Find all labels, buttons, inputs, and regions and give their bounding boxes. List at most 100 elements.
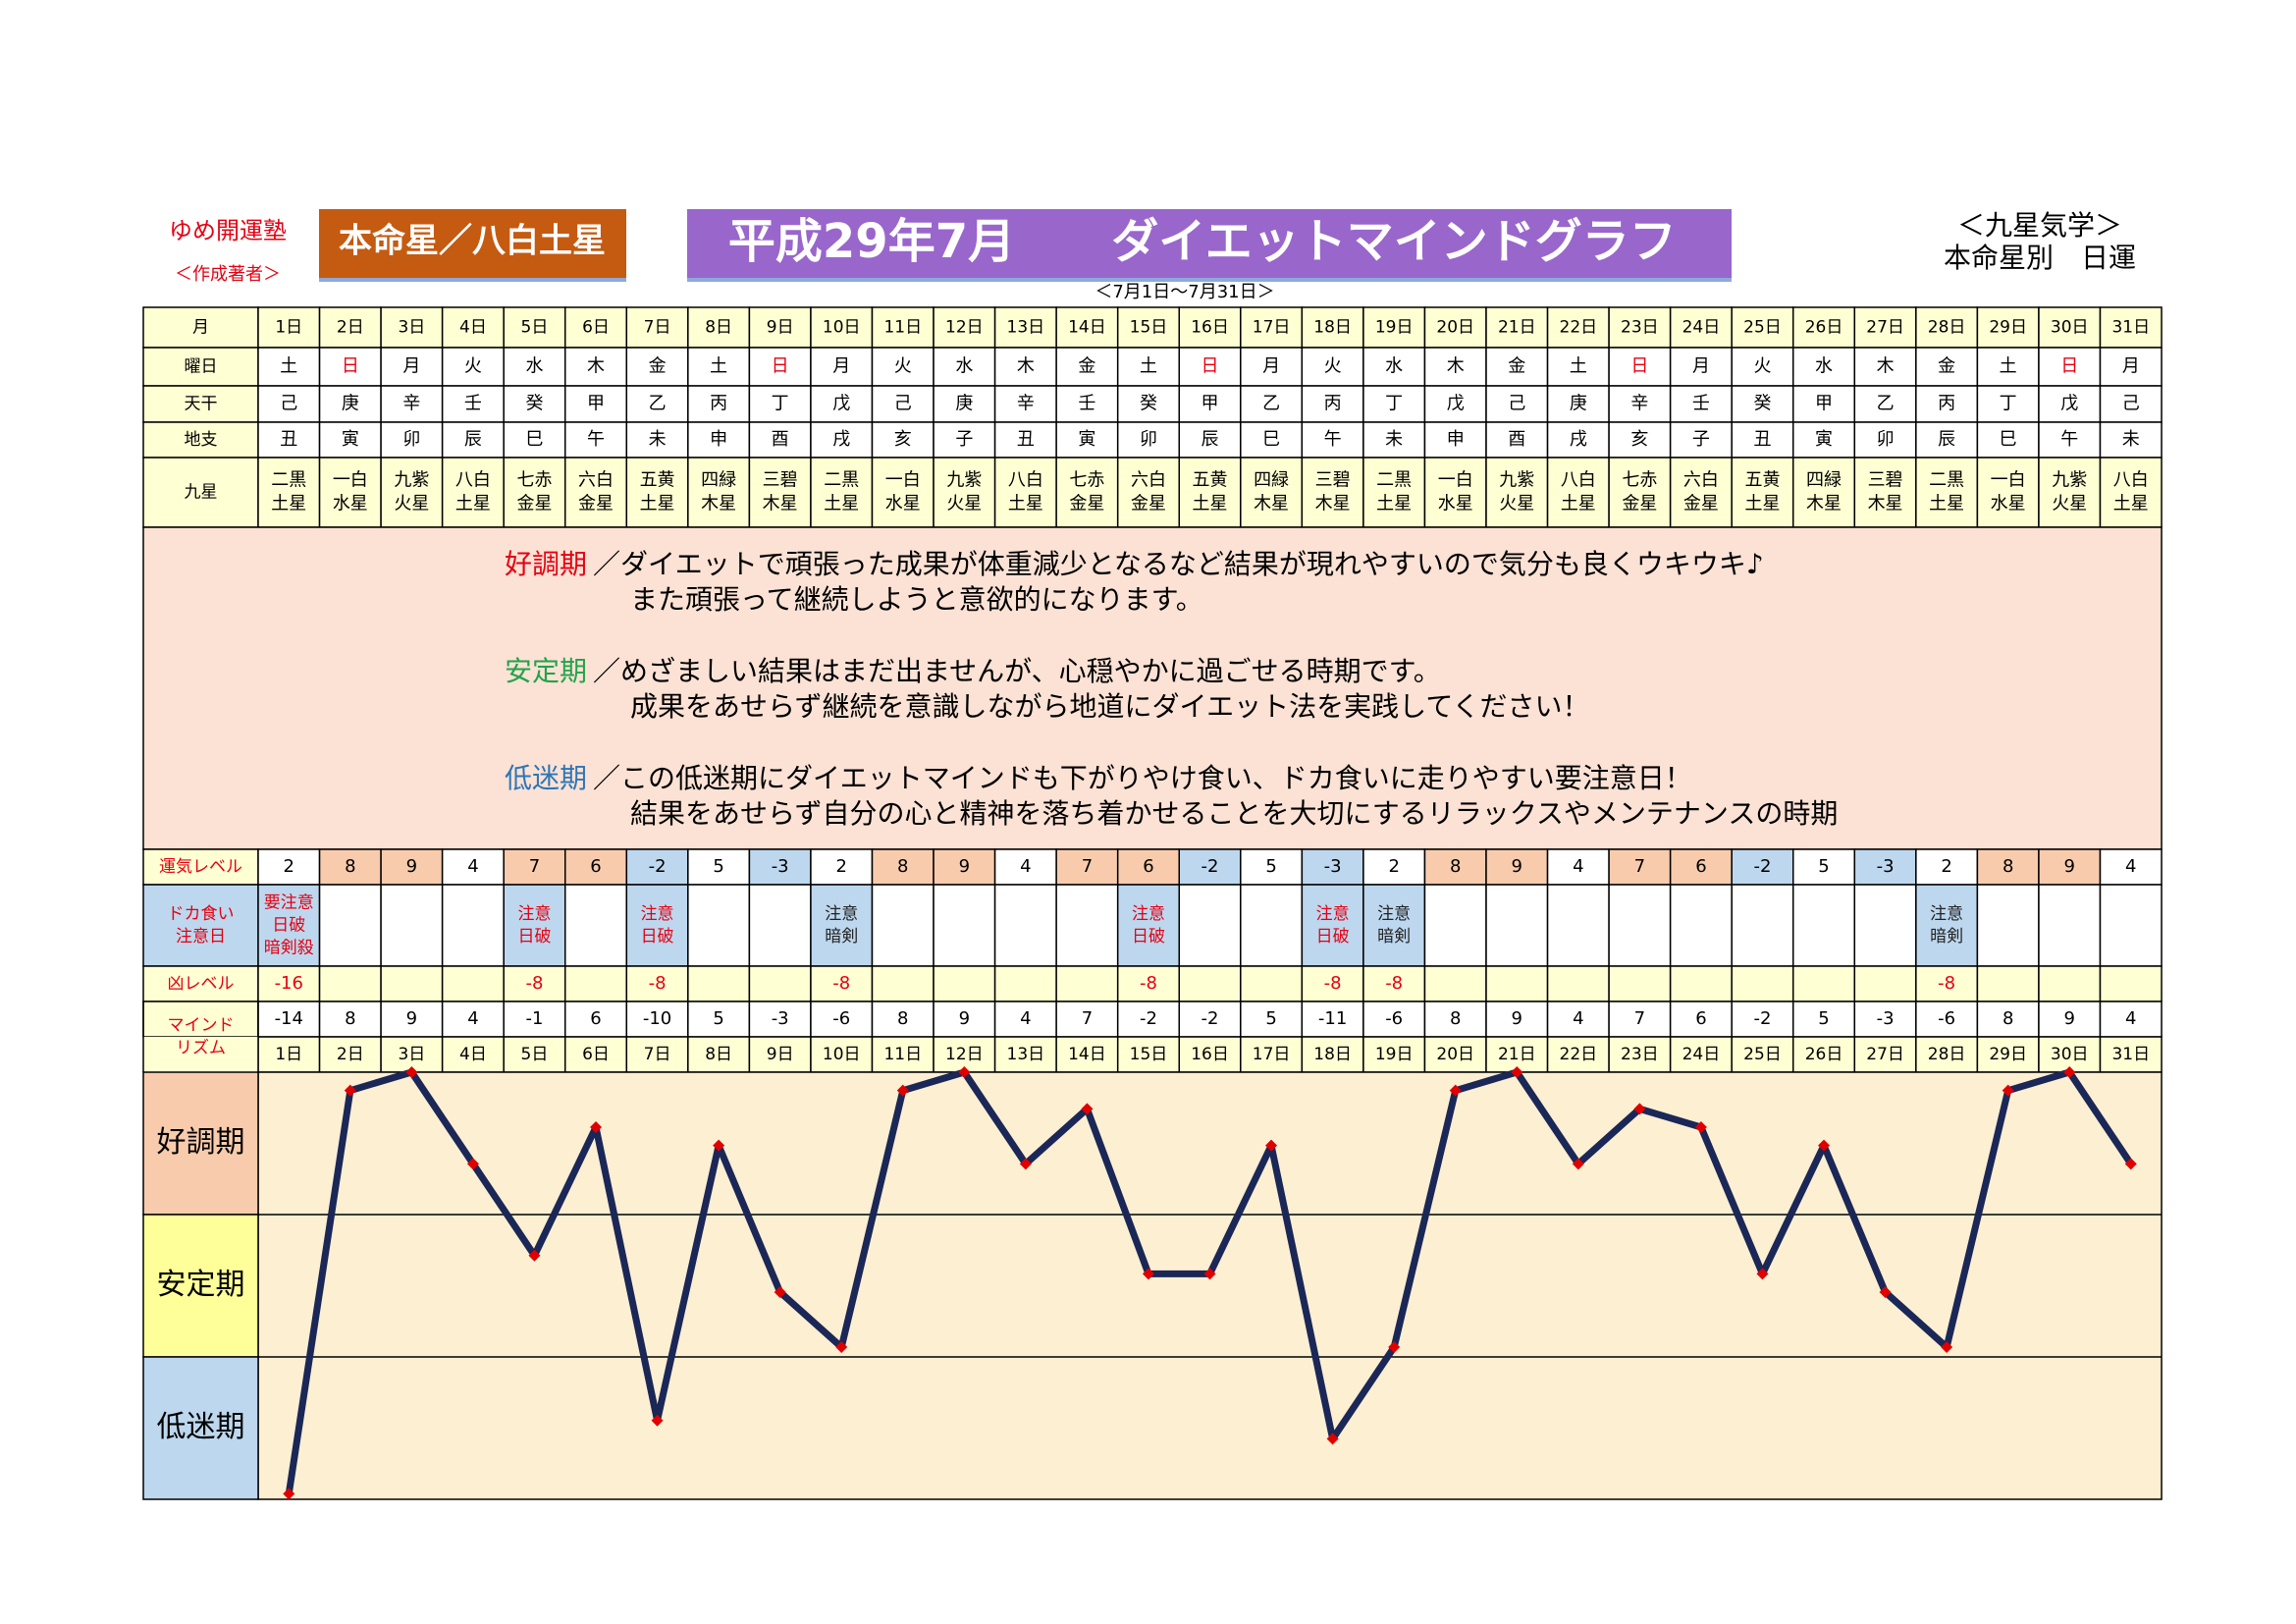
kyusei: 二黒 xyxy=(1929,469,1964,490)
cell xyxy=(933,457,996,528)
cell xyxy=(1608,306,1672,349)
day: 11日 xyxy=(883,1045,922,1064)
cell xyxy=(1976,421,2040,459)
cell xyxy=(1608,884,1672,967)
day: 20日 xyxy=(1436,1045,1474,1064)
kyusei: 一白 xyxy=(885,469,921,490)
caution-note: 日破 xyxy=(641,927,674,947)
title: ダイエットマインドグラフ xyxy=(1111,214,1677,269)
cell xyxy=(1362,884,1426,967)
cell xyxy=(1546,965,1610,1002)
luck-value: 8 xyxy=(2002,856,2013,877)
cell xyxy=(2099,1036,2163,1073)
cell xyxy=(1178,848,1242,886)
cell xyxy=(1362,457,1426,528)
row-label: 注意日 xyxy=(176,927,226,947)
kyusei: 四緑 xyxy=(1254,469,1289,490)
tenkan: 庚 xyxy=(1570,394,1587,414)
row-label: 曜日 xyxy=(185,357,218,377)
cell xyxy=(2099,848,2163,886)
day: 17日 xyxy=(1253,318,1291,338)
cell xyxy=(1976,385,2040,423)
mind-value: 7 xyxy=(1082,1008,1093,1029)
cell xyxy=(748,1001,812,1038)
cell xyxy=(1792,421,1856,459)
cell xyxy=(993,385,1057,423)
luck-value: 7 xyxy=(529,856,540,877)
cell xyxy=(1301,385,1364,423)
chishi: 丑 xyxy=(1017,429,1035,450)
note-line: 成果をあせらず継続を意識しながら地道にダイエット法を実践してください！ xyxy=(630,690,1589,723)
kyusei: 金星 xyxy=(1622,494,1657,514)
chishi: 卯 xyxy=(1877,429,1895,450)
cell xyxy=(380,884,444,967)
kyusei: 木星 xyxy=(1868,494,1903,514)
day: 30日 xyxy=(2051,1045,2089,1064)
kyusei: 土星 xyxy=(1008,494,1043,514)
weekday: 日 xyxy=(342,356,359,377)
range: ＜7月1日〜7月31日＞ xyxy=(1095,282,1274,302)
tenkan: 乙 xyxy=(1262,394,1280,414)
marker xyxy=(528,1249,541,1262)
day: 21日 xyxy=(1498,1045,1536,1064)
kyusei: 二黒 xyxy=(271,469,306,490)
weekday: 水 xyxy=(955,356,973,377)
cell xyxy=(1485,965,1549,1002)
note-line: ／ダイエットで頑張った成果が体重減少となるなど結果が現れやすいので気分も良くウキ… xyxy=(593,548,1764,580)
cell xyxy=(1731,848,1794,886)
tenkan: 辛 xyxy=(1630,394,1648,414)
cell xyxy=(564,385,628,423)
chishi: 辰 xyxy=(1938,429,1955,450)
kyusei: 九紫 xyxy=(2052,469,2087,490)
mind-value: -10 xyxy=(643,1008,671,1029)
kyusei: 九紫 xyxy=(394,469,429,490)
weekday: 金 xyxy=(1078,356,1095,377)
kyusei: 七赤 xyxy=(1622,469,1657,490)
kyusei: 六白 xyxy=(578,469,614,490)
caution-note: 日破 xyxy=(1316,927,1350,947)
band-label: 好調期 xyxy=(157,1125,245,1160)
cell xyxy=(1116,306,1180,349)
school: ＜九星気学＞ xyxy=(1957,209,2122,242)
cell xyxy=(810,457,874,528)
marker xyxy=(2063,1066,2076,1078)
chishi: 未 xyxy=(1385,429,1403,450)
tenkan: 己 xyxy=(1508,394,1525,414)
cell xyxy=(871,306,934,349)
marker xyxy=(1756,1268,1769,1280)
cell xyxy=(1915,306,1979,349)
note-line: ／この低迷期にダイエットマインドも下がりやけ食い、ドカ食いに走りやすい要注意日！ xyxy=(593,762,1692,794)
kyusei: 五黄 xyxy=(1193,469,1228,490)
chishi: 午 xyxy=(2060,429,2078,450)
row-label: 運気レベル xyxy=(159,857,242,877)
day: 26日 xyxy=(1805,1045,1843,1064)
kyusei: 水星 xyxy=(885,494,921,514)
row-label: 月 xyxy=(192,318,209,338)
kyusei: 五黄 xyxy=(640,469,675,490)
weekday: 金 xyxy=(1938,356,1955,377)
mind-value: 8 xyxy=(897,1008,908,1029)
day: 16日 xyxy=(1191,318,1229,338)
cell xyxy=(1731,965,1794,1002)
title-box xyxy=(687,209,1732,280)
cell xyxy=(1853,965,1917,1002)
luck-value: -2 xyxy=(1201,856,1219,877)
cell xyxy=(1792,457,1856,528)
luck-value: 9 xyxy=(1512,856,1522,877)
kyusei: 七赤 xyxy=(516,469,552,490)
cell xyxy=(993,347,1057,387)
kyusei: 木星 xyxy=(701,494,736,514)
kyusei: 五黄 xyxy=(1744,469,1780,490)
day: 14日 xyxy=(1068,318,1106,338)
cell xyxy=(1792,884,1856,967)
cell xyxy=(503,385,566,423)
org: ゆめ開運塾 xyxy=(169,217,287,244)
luck-value: 9 xyxy=(406,856,417,877)
marker xyxy=(958,1066,971,1078)
author: ＜作成著者＞ xyxy=(175,264,281,285)
luck-value: 8 xyxy=(345,856,355,877)
cell xyxy=(1301,457,1364,528)
kyusei: 金星 xyxy=(516,494,552,514)
day: 16日 xyxy=(1191,1045,1229,1064)
cell xyxy=(318,965,382,1002)
